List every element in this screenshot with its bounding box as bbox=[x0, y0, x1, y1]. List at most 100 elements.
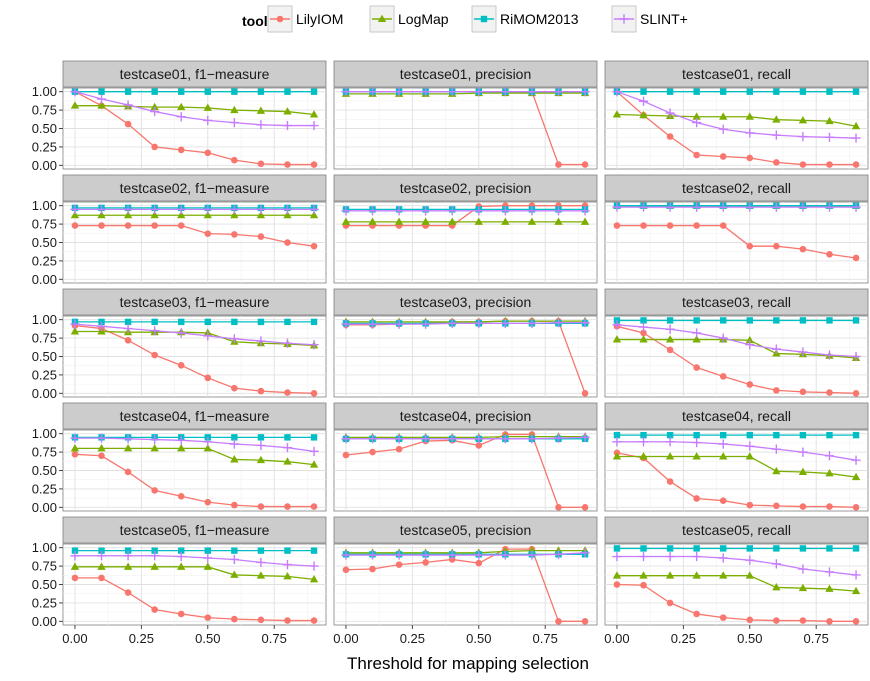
data-point bbox=[474, 550, 484, 560]
series-line-logmap bbox=[616, 113, 857, 127]
y-tick-label: 1.00 bbox=[32, 312, 57, 327]
panel-title: testcase03, f1−measure bbox=[120, 294, 270, 310]
data-point bbox=[178, 547, 185, 554]
data-point bbox=[798, 202, 808, 212]
panel-5-3: testcase05, recall bbox=[604, 516, 869, 626]
data-point bbox=[151, 606, 158, 613]
data-point bbox=[256, 106, 266, 114]
panel-1-1: testcase01, f1−measure bbox=[62, 60, 327, 170]
strip-box bbox=[333, 516, 598, 544]
data-point bbox=[177, 222, 185, 229]
data-point bbox=[231, 318, 238, 326]
data-point bbox=[665, 324, 675, 334]
data-point bbox=[421, 87, 431, 97]
data-point bbox=[720, 317, 727, 324]
data-point bbox=[799, 317, 807, 324]
data-point bbox=[746, 431, 753, 439]
y-tick-label: 0.75 bbox=[32, 217, 57, 232]
series-slint bbox=[70, 319, 319, 350]
data-point bbox=[394, 434, 404, 444]
data-point bbox=[177, 610, 185, 618]
data-point bbox=[310, 617, 318, 624]
series-line-lilyiom bbox=[74, 577, 315, 622]
data-point bbox=[851, 586, 861, 595]
data-point bbox=[341, 206, 351, 216]
data-point bbox=[203, 204, 213, 214]
panel-5-2: testcase05, precision bbox=[333, 516, 598, 626]
panel-title: testcase04, recall bbox=[682, 408, 791, 424]
x-tick-label: 0.75 bbox=[262, 631, 287, 646]
series-logmap bbox=[70, 101, 319, 118]
data-point bbox=[447, 434, 457, 444]
data-point bbox=[825, 469, 834, 477]
data-point bbox=[639, 335, 648, 343]
data-point bbox=[798, 116, 808, 124]
data-point bbox=[612, 551, 622, 562]
panel-3-1: testcase03, f1−measure bbox=[62, 288, 327, 398]
data-point bbox=[70, 562, 80, 570]
legend-label-logmap: LogMap bbox=[398, 11, 449, 27]
data-point bbox=[665, 437, 675, 447]
y-tick-label: 0.50 bbox=[32, 121, 57, 136]
data-point bbox=[665, 108, 675, 118]
panel-4-1: testcase04, f1−measure bbox=[62, 402, 327, 512]
data-point bbox=[229, 334, 239, 344]
data-point bbox=[98, 222, 105, 229]
data-point bbox=[96, 204, 107, 214]
data-point bbox=[692, 112, 701, 120]
data-point bbox=[666, 88, 674, 95]
data-point bbox=[718, 333, 728, 343]
data-point bbox=[718, 553, 728, 563]
data-point bbox=[580, 318, 590, 328]
panel-1-2: testcase01, precision bbox=[333, 60, 598, 170]
series-line-lilyiom bbox=[616, 452, 857, 508]
data-point bbox=[309, 210, 319, 219]
data-point bbox=[97, 562, 106, 570]
data-point bbox=[150, 551, 160, 561]
data-point bbox=[475, 442, 483, 449]
data-point bbox=[799, 388, 807, 396]
series-slint bbox=[612, 320, 861, 362]
data-point bbox=[151, 318, 158, 326]
data-point bbox=[150, 444, 159, 452]
data-point bbox=[231, 615, 238, 623]
data-point bbox=[204, 498, 212, 506]
series-slint bbox=[70, 551, 319, 571]
series-line-slint bbox=[345, 321, 586, 325]
series-line-lilyiom bbox=[616, 325, 857, 394]
data-point bbox=[309, 574, 319, 583]
data-point bbox=[151, 143, 158, 151]
data-point bbox=[826, 618, 833, 625]
y-tick-label: 0.75 bbox=[32, 559, 57, 574]
data-point bbox=[553, 318, 564, 328]
data-point bbox=[124, 318, 132, 326]
data-point bbox=[282, 443, 293, 453]
data-point bbox=[342, 451, 350, 459]
data-point bbox=[394, 550, 404, 560]
data-point bbox=[500, 434, 510, 444]
data-point bbox=[638, 551, 649, 562]
data-point bbox=[581, 161, 589, 168]
data-point bbox=[367, 87, 378, 97]
data-point bbox=[151, 547, 158, 554]
data-point bbox=[772, 583, 781, 591]
data-point bbox=[284, 434, 291, 441]
data-point bbox=[203, 562, 212, 570]
data-point bbox=[231, 501, 238, 509]
series-line-logmap bbox=[345, 549, 586, 554]
data-point bbox=[284, 88, 291, 95]
series-line-logmap bbox=[345, 320, 586, 323]
data-point bbox=[150, 106, 160, 117]
data-point bbox=[852, 254, 860, 262]
data-point bbox=[638, 96, 649, 106]
legend-item-lilyiom: LilyIOM bbox=[267, 5, 343, 33]
gridlines bbox=[63, 430, 326, 511]
data-point bbox=[746, 616, 754, 624]
data-point bbox=[97, 444, 106, 452]
data-point bbox=[639, 571, 648, 579]
data-point bbox=[720, 88, 727, 95]
data-point bbox=[612, 87, 622, 97]
data-point bbox=[71, 574, 79, 582]
data-point bbox=[422, 559, 429, 566]
data-point bbox=[151, 487, 158, 494]
